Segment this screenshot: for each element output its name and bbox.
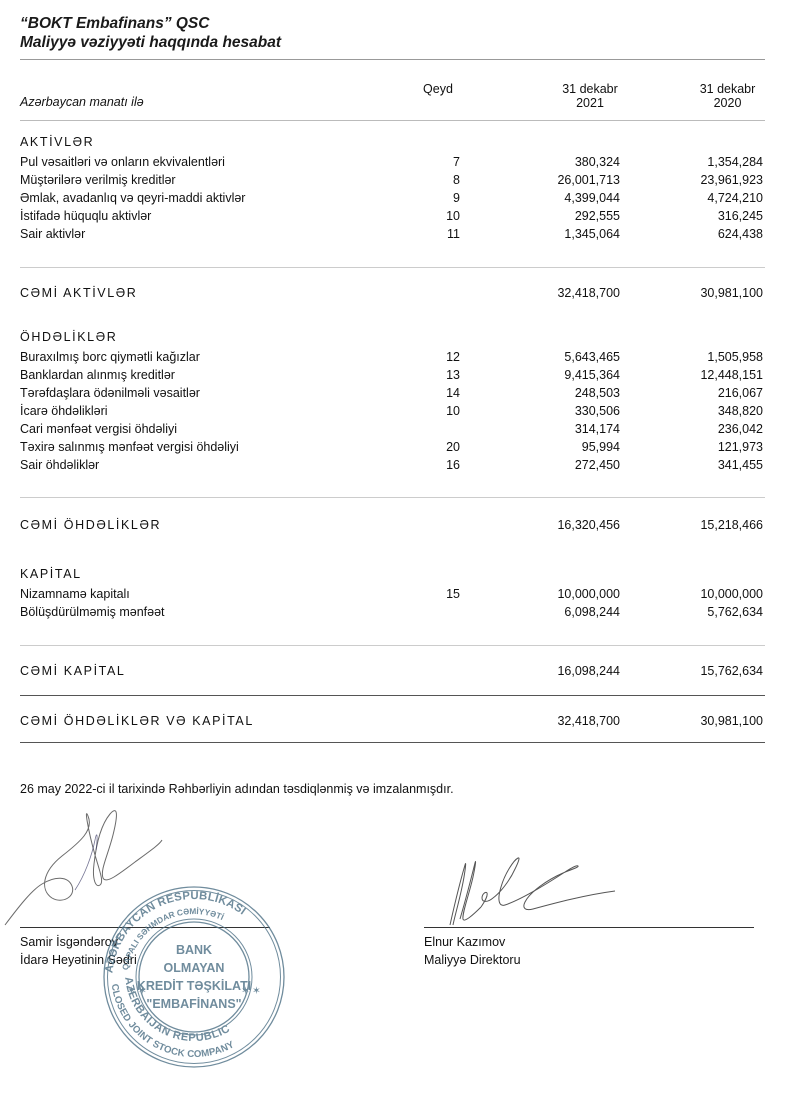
svg-text:OLMAYAN: OLMAYAN: [164, 961, 225, 975]
svg-text:✶: ✶: [241, 985, 250, 997]
svg-text:✶: ✶: [138, 985, 147, 997]
svg-text:BANK: BANK: [176, 943, 212, 957]
svg-text:KREDİT TƏŞKİLATI: KREDİT TƏŞKİLATI: [137, 978, 251, 993]
svg-text:✶: ✶: [252, 985, 261, 997]
svg-text:"EMBAFİNANS": "EMBAFİNANS": [146, 996, 241, 1011]
svg-text:✶: ✶: [127, 985, 136, 997]
